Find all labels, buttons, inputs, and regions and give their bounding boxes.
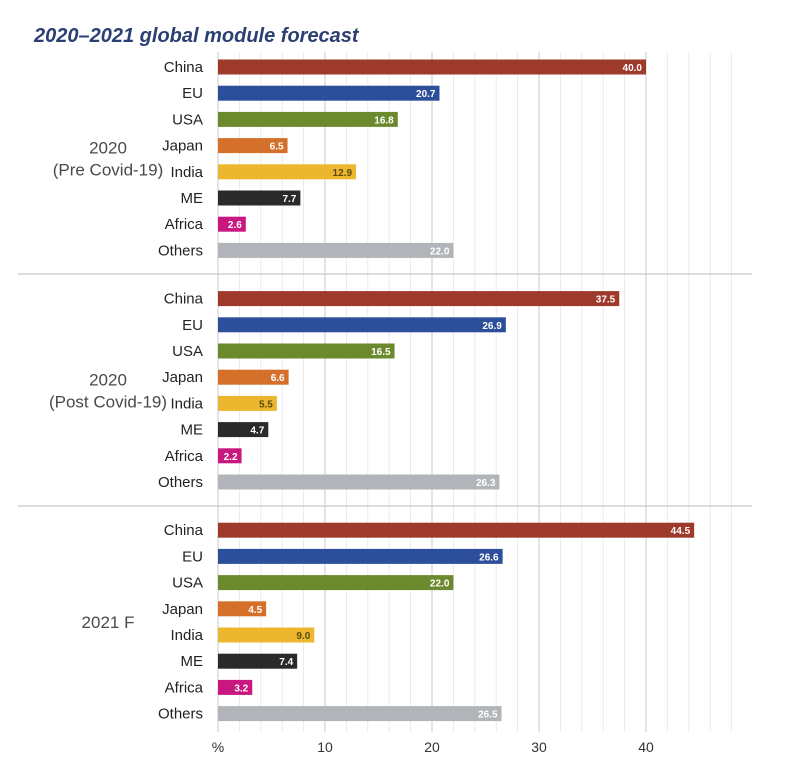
category-label: EU xyxy=(182,317,203,334)
category-label: Others xyxy=(158,706,203,723)
category-label: India xyxy=(170,627,203,644)
chart-title: 2020–2021 global module forecast xyxy=(33,25,360,47)
bar xyxy=(218,422,269,438)
x-tick-label: 10 xyxy=(317,739,333,755)
bar xyxy=(218,653,298,669)
category-label: China xyxy=(164,522,204,539)
value-label: 37.5 xyxy=(596,295,616,306)
x-tick-label: 30 xyxy=(531,739,547,755)
value-label: 7.4 xyxy=(279,657,293,668)
bar xyxy=(218,369,289,385)
value-label: 2.6 xyxy=(228,220,242,231)
bar xyxy=(218,343,395,359)
bar xyxy=(218,395,277,411)
bar xyxy=(218,138,288,154)
value-label: 16.8 xyxy=(374,115,394,126)
bar-layer xyxy=(218,59,695,722)
value-label: 26.5 xyxy=(478,710,498,721)
bar xyxy=(218,474,500,490)
category-label: EU xyxy=(182,548,203,565)
x-tick-label: % xyxy=(212,739,224,755)
category-label: China xyxy=(164,59,204,76)
category-label: China xyxy=(164,291,204,308)
category-label: India xyxy=(170,164,203,181)
bar xyxy=(218,522,695,538)
value-label: 4.5 xyxy=(248,605,262,616)
value-label: 22.0 xyxy=(430,246,450,257)
value-label: 6.6 xyxy=(271,373,285,384)
category-label: Japan xyxy=(162,369,203,386)
group-label: 2020 xyxy=(89,370,127,389)
value-label: 26.9 xyxy=(482,321,502,332)
value-label: 26.6 xyxy=(479,552,499,563)
bar xyxy=(218,164,357,180)
bar xyxy=(218,216,246,232)
group-label: 2021 F xyxy=(82,613,135,632)
category-label: ME xyxy=(181,190,204,207)
separator-layer xyxy=(18,273,752,507)
category-label: Africa xyxy=(165,448,204,465)
bar xyxy=(218,242,454,258)
bar xyxy=(218,627,315,643)
group-label: (Pre Covid-19) xyxy=(53,161,164,180)
category-label: EU xyxy=(182,85,203,102)
value-label: 3.2 xyxy=(234,683,248,694)
value-label: 44.5 xyxy=(671,526,691,537)
value-label: 16.5 xyxy=(371,347,391,358)
category-label: USA xyxy=(172,111,203,128)
value-label: 26.3 xyxy=(476,478,496,489)
bar xyxy=(218,190,301,206)
bar xyxy=(218,317,506,333)
value-label: 5.5 xyxy=(259,399,273,410)
value-label: 40.0 xyxy=(623,63,643,74)
category-label: Africa xyxy=(165,216,204,233)
category-label: India xyxy=(170,395,203,412)
x-tick-label: 40 xyxy=(638,739,654,755)
bar xyxy=(218,601,267,617)
category-label: ME xyxy=(181,422,204,439)
group-label: (Post Covid-19) xyxy=(49,392,167,411)
value-label: 2.2 xyxy=(224,452,238,463)
bar xyxy=(218,291,620,307)
value-label: 20.7 xyxy=(416,89,436,100)
bar xyxy=(218,679,253,695)
bar xyxy=(218,111,398,127)
category-label: USA xyxy=(172,575,203,592)
bar xyxy=(218,85,440,101)
category-label: ME xyxy=(181,653,204,670)
value-label: 22.0 xyxy=(430,579,450,590)
bar xyxy=(218,448,242,464)
value-label: 4.7 xyxy=(250,426,264,437)
bar xyxy=(218,548,503,564)
x-tick-label: 20 xyxy=(424,739,440,755)
value-label: 6.5 xyxy=(270,142,284,153)
category-label: Japan xyxy=(162,601,203,618)
bar xyxy=(218,59,646,75)
category-label: Others xyxy=(158,242,203,259)
category-label: USA xyxy=(172,343,203,360)
category-label: Others xyxy=(158,474,203,491)
label-layer: % 10 20 30 40 2020 (Pre Covid-19) China 40.0 EU 20… xyxy=(49,59,691,755)
value-label: 9.0 xyxy=(296,631,310,642)
bar xyxy=(218,575,454,591)
value-label: 7.7 xyxy=(282,194,296,205)
group-label: 2020 xyxy=(89,139,127,158)
value-label: 12.9 xyxy=(333,168,353,179)
category-label: Japan xyxy=(162,138,203,155)
category-label: Africa xyxy=(165,679,204,696)
bar xyxy=(218,706,502,722)
